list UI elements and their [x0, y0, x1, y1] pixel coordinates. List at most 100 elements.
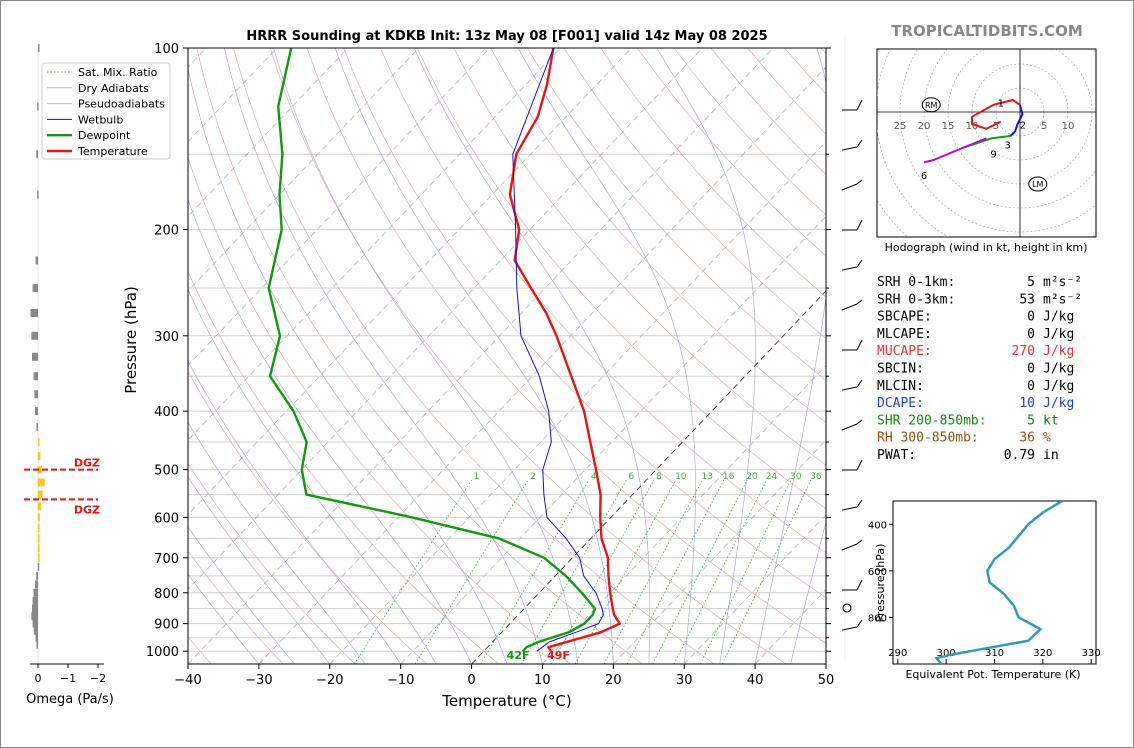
dgz-label-bottom: DGZ	[74, 503, 100, 516]
pseudoadiabat-line	[188, 476, 331, 664]
omega-bar	[38, 478, 45, 487]
hodograph-segment	[1009, 104, 1024, 137]
skewt-y-tick-label: 900	[154, 618, 179, 633]
legend-entry: Sat. Mix. Ratio	[78, 66, 158, 79]
chart-title: HRRR Sounding at KDKB Init: 13z May 08 […	[246, 29, 767, 44]
pseudoadiabat-line	[188, 573, 260, 664]
omega-bar	[33, 626, 38, 635]
omega-x-tick-label: −1	[60, 672, 76, 685]
index-value: 0	[1027, 379, 1035, 394]
wind-barb-flag	[856, 99, 863, 111]
index-value: 270	[1012, 344, 1035, 359]
skewt-x-tick-label: −10	[387, 673, 414, 688]
skewt-y-tick-label: 700	[154, 552, 179, 567]
legend-entry: Dry Adiabats	[78, 82, 149, 95]
storm-motion-marker	[1028, 176, 1048, 192]
omega-bar	[38, 438, 40, 447]
isotherm-line	[400, 215, 826, 664]
isotherm-line	[542, 365, 826, 664]
omega-bar	[32, 619, 38, 628]
dry-adiabat-line	[527, 48, 826, 381]
wind-barb-flag	[856, 179, 863, 185]
hodograph-height-label: 3	[1004, 140, 1010, 151]
omega-bar	[38, 502, 41, 511]
thetae-x-axis-label: Equivalent Pot. Temperature (K)	[905, 668, 1080, 681]
dry-adiabat-line	[188, 550, 284, 664]
mixing-ratio-label: 1	[474, 472, 480, 482]
skewt-x-tick-label: −40	[174, 673, 201, 688]
index-value: 0.79	[1004, 448, 1035, 463]
legend-entry: Dewpoint	[78, 129, 131, 142]
thetae-x-tick-label: 300	[937, 648, 956, 659]
omega-bar	[36, 150, 38, 159]
dry-adiabat-line	[188, 370, 428, 664]
omega-bar	[32, 284, 38, 293]
dry-adiabat-line	[343, 48, 826, 599]
dry-adiabat-line	[563, 48, 826, 339]
brand-watermark: TROPICALTIDBITS.COM	[891, 22, 1083, 40]
hodograph-height-label: 9	[990, 149, 996, 160]
omega-bar	[32, 604, 38, 613]
thetae-x-tick-label: 310	[985, 648, 1004, 659]
omega-bar	[38, 544, 40, 553]
pseudoadiabat-line	[188, 198, 472, 664]
dry-adiabat-line	[453, 48, 826, 466]
thetae-x-tick-label: 320	[1033, 648, 1052, 659]
pseudoadiabat-line	[656, 48, 756, 664]
mixing-ratio-line	[673, 479, 768, 664]
omega-bar	[32, 352, 38, 361]
wind-barb-flag	[856, 459, 863, 471]
storm-motion-label: RM	[925, 101, 938, 110]
omega-bar	[38, 513, 40, 522]
omega-bar	[34, 390, 38, 399]
skewt-x-tick-label: −30	[245, 673, 272, 688]
index-label: SHR 200-850mb:	[877, 413, 987, 428]
pseudoadiabat-line	[413, 48, 651, 664]
index-value: 10	[1019, 396, 1035, 411]
omega-bar	[36, 571, 38, 580]
hodograph-ring-label: 25	[894, 121, 907, 132]
wind-barb-flag	[856, 619, 863, 628]
index-unit: J/kg	[1043, 396, 1074, 411]
wind-barb-flag	[856, 579, 863, 591]
index-value: 5	[1027, 413, 1035, 428]
hodograph	[876, 48, 1097, 238]
index-label: PWAT:	[877, 448, 916, 463]
isotherm-line	[613, 439, 826, 664]
dry-adiabat-line	[188, 156, 571, 664]
mixing-ratio-line	[603, 479, 703, 664]
hodograph-frame	[876, 48, 1097, 238]
index-value: 5	[1027, 275, 1035, 290]
skewt-x-tick-label: 10	[534, 673, 551, 688]
legend-entry: Temperature	[77, 145, 148, 158]
omega-bar	[35, 407, 38, 416]
index-unit: J/kg	[1043, 344, 1074, 359]
mixing-ratio-label: 20	[746, 472, 758, 482]
wind-barb-flag	[856, 379, 863, 388]
wind-barb-staff	[841, 506, 858, 511]
index-unit: kt	[1043, 413, 1059, 428]
pseudoadiabat-line	[188, 526, 295, 664]
skewt-x-tick-label: −20	[316, 673, 343, 688]
omega-bar	[38, 44, 40, 52]
thetae-line	[934, 501, 1063, 664]
legend-entry: Wetbulb	[78, 113, 123, 126]
isotherm-line	[258, 66, 826, 664]
dry-adiabat-line	[188, 462, 356, 664]
index-unit: %	[1043, 431, 1051, 446]
omega-bar	[38, 534, 40, 543]
hodograph-ring-label: 5	[993, 121, 999, 132]
index-label: SBCAPE:	[877, 310, 932, 325]
skewt-y-tick-label: 500	[154, 464, 179, 479]
hodograph-height-label: 6	[921, 171, 927, 182]
index-label: SRH 0-3km:	[877, 292, 955, 307]
index-value: 0	[1027, 327, 1035, 342]
skewt-y-tick-label: 1000	[146, 645, 179, 660]
dry-adiabat-line	[306, 48, 826, 644]
skewt-y-tick-label: 400	[154, 405, 179, 420]
storm-motion-marker	[921, 97, 941, 113]
dgz-label-top: DGZ	[74, 457, 100, 470]
skewt-x-tick-label: 50	[818, 673, 835, 688]
index-label: RH 300-850mb:	[877, 431, 979, 446]
calm-wind-marker	[842, 603, 852, 613]
